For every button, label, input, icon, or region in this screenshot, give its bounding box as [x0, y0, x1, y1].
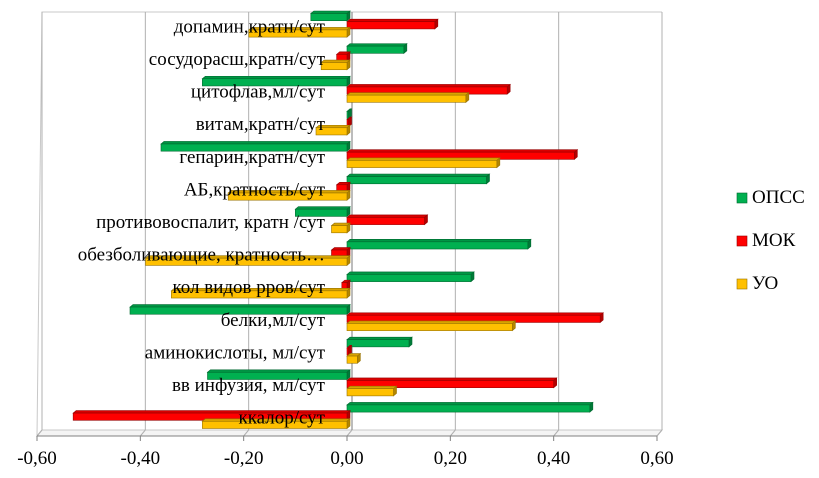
bar-УО	[346, 91, 470, 103]
gridline-foot	[656, 429, 663, 437]
bar-МОК	[346, 149, 579, 161]
bar-МОК	[335, 51, 351, 63]
bar-МОК	[346, 377, 558, 389]
gridline-foot	[139, 429, 146, 437]
bar-ОПСС	[346, 42, 408, 54]
gridline-foot	[449, 429, 456, 437]
bar-МОК	[346, 18, 439, 30]
category-label: ккалор/сут	[238, 408, 325, 429]
category-label: кол видов рров/сут	[172, 277, 325, 298]
legend-item: ОПСС	[736, 187, 805, 208]
category-label: обезболивающие, кратность…	[78, 245, 325, 266]
bar-ОПСС	[346, 173, 491, 185]
category-label: цитофлав,мл/сут	[191, 82, 326, 103]
x-tick-label: 0,20	[434, 448, 467, 469]
bar-УО	[315, 124, 351, 136]
bar-ОПСС	[201, 75, 351, 87]
x-tick-label: 0,40	[537, 448, 570, 469]
legend-swatch	[736, 192, 748, 204]
legend: ОПСС МОК УО	[736, 187, 805, 294]
category-labels: ккалор/сут вв инфузия, мл/сут аминокислоты…	[78, 16, 326, 428]
legend-label: МОК	[752, 230, 796, 251]
bar-ОПСС	[310, 10, 351, 22]
legend-label: УО	[752, 273, 778, 294]
legend-item: МОК	[736, 230, 796, 251]
legend-label: ОПСС	[752, 187, 805, 208]
bar-ОПСС	[129, 303, 351, 315]
category-label: витам,кратн/сут	[196, 114, 326, 135]
bar-МОК	[346, 214, 429, 226]
gridline-foot	[243, 429, 250, 437]
legend-item: УО	[736, 273, 778, 294]
category-label: противовоспалит, кратн /сут	[96, 212, 326, 233]
bar-УО	[320, 59, 351, 71]
bar-ОПСС	[346, 401, 594, 413]
bar-УО	[330, 222, 351, 234]
gridline-foot	[346, 429, 353, 437]
legend-swatch	[736, 235, 748, 247]
bar-МОК	[72, 409, 351, 421]
bar-ОПСС	[294, 206, 351, 218]
bar-ОПСС	[346, 238, 532, 250]
bar-УО	[346, 320, 517, 332]
bar-МОК	[346, 116, 353, 128]
category-label: АБ,кратность/сут	[184, 179, 326, 200]
category-label: гепарин,кратн/сут	[179, 147, 325, 168]
bar-МОК	[330, 246, 351, 258]
legend-swatch	[736, 278, 748, 290]
x-tick-label: -0,60	[17, 448, 57, 469]
bar-ОПСС	[160, 140, 351, 152]
bar-УО	[346, 385, 398, 397]
category-label: вв инфузия, мл/сут	[172, 375, 326, 396]
x-tick-label: -0,40	[121, 448, 161, 469]
category-label: белки,мл/сут	[221, 310, 326, 331]
bar-УО	[144, 255, 351, 267]
x-tick-label: 0,60	[640, 448, 673, 469]
category-label: сосудорасш,кратн/сут	[149, 49, 326, 70]
bar-УО	[170, 287, 351, 299]
bar-УО	[346, 157, 501, 169]
category-label: аминокислоты, мл/сут	[145, 342, 326, 363]
x-tick-label: -0,20	[224, 448, 264, 469]
bar-УО	[227, 189, 351, 201]
gridline-foot	[36, 429, 43, 437]
bar-ОПСС	[206, 369, 351, 381]
x-tick-labels: -0,60 -0,40 -0,20 0,00 0,20 0,40 0,60	[17, 448, 673, 469]
bars	[72, 10, 604, 430]
bar-УО	[248, 26, 351, 38]
category-label: допамин,кратн/сут	[174, 16, 326, 37]
bar-УО	[201, 418, 351, 430]
bar-ОПСС	[346, 336, 413, 348]
gridline-foot	[553, 429, 560, 437]
x-tick-label: 0,00	[330, 448, 363, 469]
bar-МОК	[335, 181, 351, 193]
bar-ОПСС	[346, 271, 475, 283]
bar-УО	[346, 352, 362, 364]
